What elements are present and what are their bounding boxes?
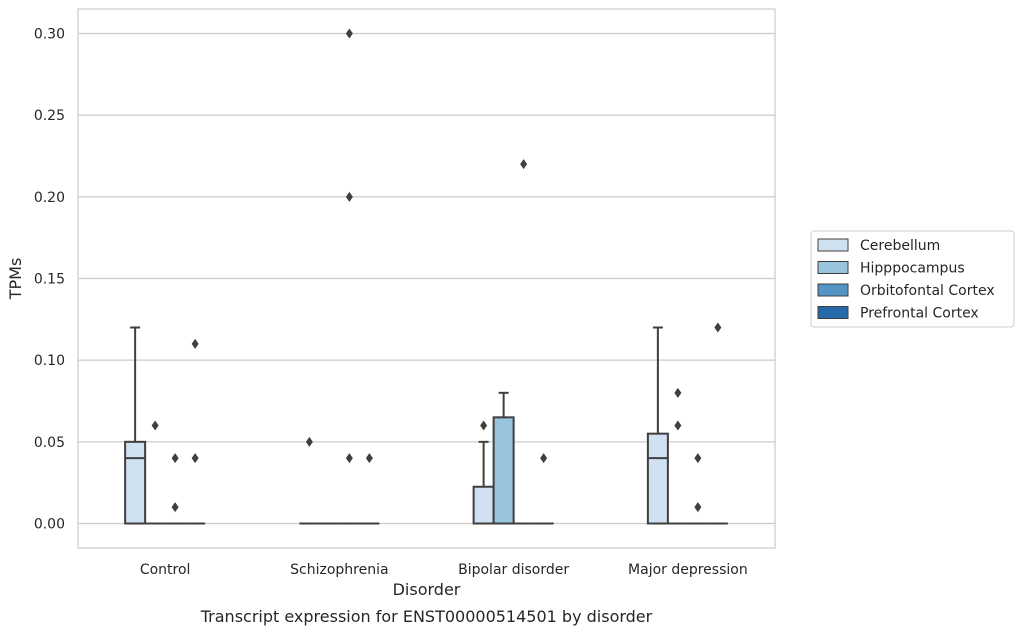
legend-entry: Hipppocampus xyxy=(817,261,965,277)
legend-label: Orbitofontal Cortex xyxy=(860,283,995,299)
outlier-point xyxy=(674,387,682,398)
outlier-point xyxy=(714,322,722,333)
outlier-point xyxy=(540,453,548,464)
y-tick-label: 0.05 xyxy=(34,435,65,451)
category-group xyxy=(472,159,554,525)
y-tick-label: 0.15 xyxy=(34,272,65,288)
category-group xyxy=(299,28,380,525)
category-group xyxy=(124,326,206,525)
outlier-point xyxy=(694,502,702,513)
y-tick-label: 0.10 xyxy=(34,353,65,369)
legend-frame xyxy=(810,230,1015,328)
box-prefrontal-cortex xyxy=(533,453,554,525)
y-tick-label: 0.30 xyxy=(34,27,65,43)
x-axis-label: Disorder xyxy=(393,580,461,599)
chart-caption: Transcript expression for ENST0000051450… xyxy=(200,607,653,626)
legend-entry: Cerebellum xyxy=(817,238,940,254)
x-tick-label: Schizophrenia xyxy=(290,562,388,578)
box-hipppocampus xyxy=(492,391,515,525)
box-prefrontal-cortex xyxy=(185,338,206,525)
category-group xyxy=(646,322,728,525)
box-orbitofontal-cortex xyxy=(513,159,534,525)
outlier-point xyxy=(345,28,353,39)
x-tick-label: Control xyxy=(140,562,191,578)
x-tick-label: Major depression xyxy=(628,562,748,578)
legend-label: Hipppocampus xyxy=(860,261,965,277)
box-cerebellum xyxy=(124,326,147,525)
box-orbitofontal-cortex xyxy=(687,453,708,525)
legend-label: Cerebellum xyxy=(860,238,940,254)
box-body xyxy=(124,440,147,525)
legend-swatch xyxy=(817,306,849,319)
box-orbitofontal-cortex xyxy=(165,453,186,525)
legend-label: Prefrontal Cortex xyxy=(860,306,979,322)
box-hipppocampus xyxy=(667,387,688,525)
y-tick-labels: 0.00 0.05 0.10 0.15 0.20 0.25 0.30 xyxy=(34,27,65,533)
y-tick-label: 0.00 xyxy=(34,517,65,533)
x-tick-label: Bipolar disorder xyxy=(458,562,569,578)
legend-swatch xyxy=(817,238,849,252)
outlier-point xyxy=(305,436,313,447)
outlier-point xyxy=(365,453,373,464)
box-cerebellum xyxy=(646,326,669,525)
outlier-point xyxy=(480,420,488,431)
box-cerebellum xyxy=(299,436,320,525)
legend-swatch xyxy=(817,261,849,274)
legend: Cerebellum Hipppocampus Orbitofontal Corte… xyxy=(810,230,1015,328)
box-body xyxy=(646,432,669,525)
box-body xyxy=(472,485,495,525)
y-tick-label: 0.20 xyxy=(34,190,65,206)
outlier-point xyxy=(191,453,199,464)
outlier-point xyxy=(345,191,353,202)
outlier-point xyxy=(151,420,159,431)
box-body xyxy=(492,416,515,525)
outlier-point xyxy=(520,159,528,170)
outlier-point xyxy=(171,453,179,464)
outlier-point xyxy=(345,453,353,464)
boxes xyxy=(124,28,728,525)
legend-entry: Prefrontal Cortex xyxy=(817,306,979,322)
box-hipppocampus xyxy=(145,420,166,525)
legend-entries: Cerebellum Hipppocampus Orbitofontal Corte… xyxy=(817,238,995,322)
legend-entry: Orbitofontal Cortex xyxy=(817,283,995,299)
outlier-point xyxy=(191,338,199,349)
outlier-point xyxy=(694,453,702,464)
x-tick-labels: Control Schizophrenia Bipolar disorder Majo… xyxy=(140,562,748,578)
box-prefrontal-cortex xyxy=(707,322,728,525)
box-cerebellum xyxy=(472,420,495,525)
box-prefrontal-cortex xyxy=(359,453,380,525)
y-tick-label: 0.25 xyxy=(34,108,65,124)
outlier-point xyxy=(674,420,682,431)
y-axis-label: TPMs xyxy=(6,258,25,301)
legend-swatch xyxy=(817,283,849,297)
outlier-point xyxy=(171,502,179,513)
box-orbitofontal-cortex xyxy=(339,28,360,525)
